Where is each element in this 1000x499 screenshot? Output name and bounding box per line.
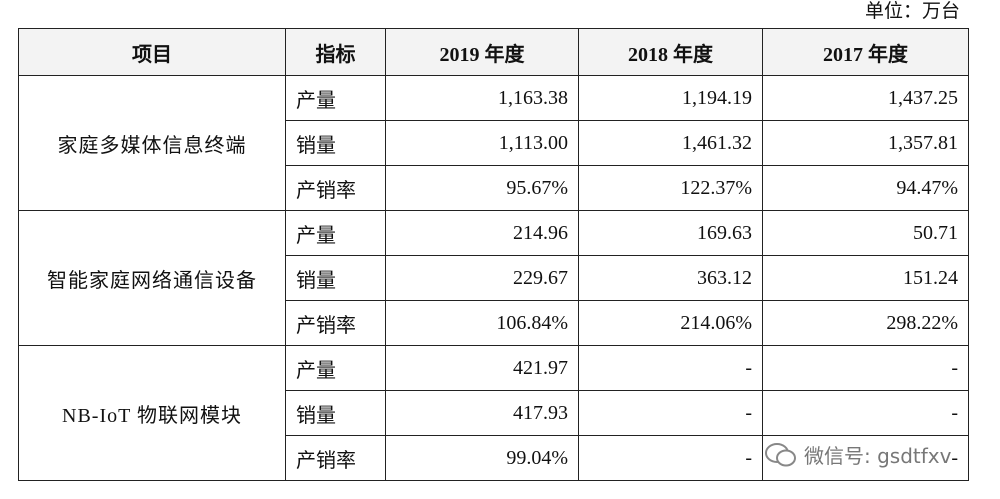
value-cell: 1,437.25 xyxy=(762,75,969,121)
value-cell: 298.22% xyxy=(762,300,969,346)
table-body: 家庭多媒体信息终端 产量 1,163.38 1,194.19 1,437.25 销量 1,1… xyxy=(18,75,969,481)
header-cell: 2018 年度 xyxy=(578,28,763,76)
value-cell: - xyxy=(578,390,763,436)
wechat-icon xyxy=(765,442,796,466)
value-cell: 214.06% xyxy=(578,300,763,346)
header-row: 项目 指标 2019 年度 2018 年度 2017 年度 xyxy=(18,28,969,76)
value-cell: 363.12 xyxy=(578,255,763,301)
value-cell: 1,194.19 xyxy=(578,75,763,121)
value-cell: 169.63 xyxy=(578,210,763,256)
value-cell: 1,461.32 xyxy=(578,120,763,166)
table-row: 家庭多媒体信息终端 产量 1,163.38 1,194.19 1,437.25 xyxy=(18,75,969,211)
header-cell: 2017 年度 xyxy=(762,28,969,76)
value-cell: 1,113.00 xyxy=(385,120,579,166)
indicator-cell: 产量 xyxy=(285,210,386,256)
indicator-cell: 销量 xyxy=(285,390,386,436)
table-row: NB-IoT 物联网模块 产量 421.97- - xyxy=(18,345,969,481)
value-cell: - xyxy=(762,345,969,391)
watermark: 微信号: gsdtfxv xyxy=(764,440,952,469)
header-cell: 指标 xyxy=(285,28,386,76)
group-name: 家庭多媒体信息终端 xyxy=(18,75,286,211)
table-row: 销量 229.67 363.12 151.24 xyxy=(19,255,969,301)
value-cell: 421.97 xyxy=(385,345,579,391)
indicator-cell: 产量 xyxy=(285,345,386,391)
indicator-cell: 产销率 xyxy=(285,300,386,346)
data-table: 项目 指标 2019 年度 2018 年度 2017 年度 家庭多媒体信息终端 产量 1,1… xyxy=(18,28,969,481)
value-cell: 95.67% xyxy=(385,165,579,211)
value-cell: 94.47% xyxy=(762,165,969,211)
table-row: 智能家庭网络通信设备 产量 214.96 169.63 50.71 xyxy=(18,210,969,346)
value-cell: 50.71 xyxy=(762,210,969,256)
table-row: 销量 1,113.00 1,461.32 1,357.81 xyxy=(19,120,969,166)
watermark-text: 微信号: gsdtfxv xyxy=(804,444,952,468)
header-cell: 项目 xyxy=(18,28,286,76)
table-row: 产销率 95.67% 122.37% 94.47% xyxy=(19,165,969,211)
indicator-cell: 产销率 xyxy=(285,435,386,481)
value-cell: 99.04% xyxy=(385,435,579,481)
value-cell: 151.24 xyxy=(762,255,969,301)
header-cell: 2019 年度 xyxy=(385,28,579,76)
indicator-cell: 销量 xyxy=(285,255,386,301)
indicator-cell: 产量 xyxy=(285,75,386,121)
value-cell: 1,357.81 xyxy=(762,120,969,166)
indicator-cell: 销量 xyxy=(285,120,386,166)
indicator-cell: 产销率 xyxy=(285,165,386,211)
group-name: NB-IoT 物联网模块 xyxy=(18,345,286,481)
value-cell: 417.93 xyxy=(385,390,579,436)
unit-label: 单位：万台 xyxy=(864,1,960,22)
value-cell: 229.67 xyxy=(385,255,579,301)
table-row: 销量 417.93- - xyxy=(19,390,969,436)
value-cell: - xyxy=(762,390,969,436)
value-cell: 106.84% xyxy=(385,300,579,346)
value-cell: 214.96 xyxy=(385,210,579,256)
value-cell: 122.37% xyxy=(578,165,763,211)
value-cell: - xyxy=(578,345,763,391)
value-cell: - xyxy=(578,435,763,481)
group-name: 智能家庭网络通信设备 xyxy=(18,210,286,346)
table-row: 产销率 106.84% 214.06% 298.22% xyxy=(19,300,969,346)
value-cell: 1,163.38 xyxy=(385,75,579,121)
